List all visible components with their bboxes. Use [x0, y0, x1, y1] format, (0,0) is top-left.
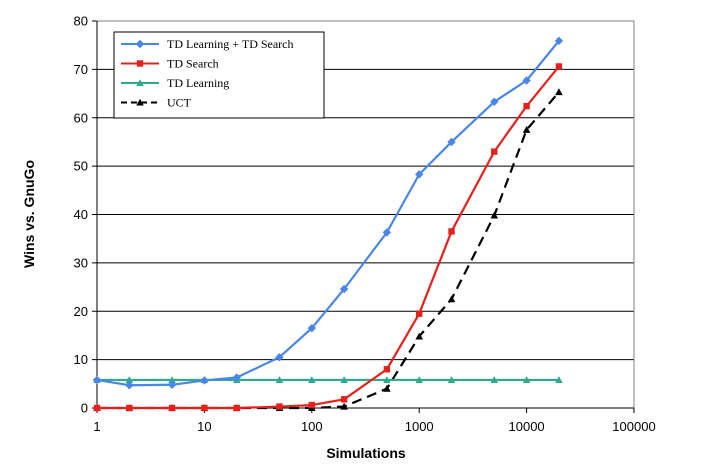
data-point: [308, 401, 315, 409]
series-uct: [93, 88, 563, 412]
x-tick-label: 10000: [509, 419, 545, 434]
x-tick-label: 100000: [612, 419, 655, 434]
data-point: [383, 366, 391, 373]
legend-box: [113, 31, 325, 119]
data-point: [447, 137, 456, 147]
data-point: [93, 404, 101, 412]
y-tick-label: 60: [74, 110, 88, 125]
data-point: [416, 310, 423, 317]
y-tick-label: 0: [81, 401, 88, 416]
y-tick-label: 80: [74, 14, 88, 29]
legend-marker: [136, 98, 144, 106]
y-tick-label: 50: [74, 159, 88, 174]
data-point: [447, 376, 456, 383]
data-point: [448, 228, 455, 235]
data-point: [522, 376, 531, 383]
data-point: [490, 211, 499, 219]
legend-item-td-search: TD Search: [121, 57, 219, 71]
data-point: [167, 380, 177, 389]
data-point: [490, 376, 499, 383]
data-point: [383, 376, 391, 383]
data-point: [554, 36, 564, 46]
legend-label: TD Search: [167, 57, 219, 71]
data-point: [308, 376, 316, 383]
legend: TD Learning + TD Search TD Search TD Learn…: [113, 31, 325, 119]
legend-label: TD Learning: [167, 76, 229, 90]
data-point: [490, 97, 499, 106]
data-point: [415, 376, 423, 383]
data-point: [168, 376, 176, 383]
legend-item-uct: UCT: [121, 96, 192, 110]
data-point: [383, 384, 391, 392]
data-point: [201, 404, 208, 412]
data-point: [491, 148, 498, 155]
legend-marker: [136, 60, 144, 67]
data-point: [522, 126, 531, 133]
legend-label: UCT: [167, 96, 192, 110]
legend-marker: [135, 39, 145, 49]
series-line: [96, 40, 560, 387]
data-point: [200, 376, 209, 385]
y-tick-label: 10: [74, 352, 88, 367]
y-tick-label: 30: [74, 255, 88, 270]
series-td-learning: [93, 376, 563, 383]
data-point: [522, 76, 531, 85]
data-point: [339, 284, 349, 294]
data-point: [340, 376, 348, 383]
data-point: [168, 404, 176, 412]
x-tick-label: 1: [93, 419, 100, 434]
data-point: [340, 402, 348, 410]
y-axis-title: Wins vs. GnuGo: [21, 160, 37, 268]
x-tick-label: 10: [197, 419, 211, 434]
series-td-search: [93, 63, 563, 412]
data-point: [555, 63, 563, 70]
y-tick-label: 40: [74, 207, 88, 222]
data-point: [447, 295, 456, 303]
data-point: [523, 102, 530, 110]
data-point: [232, 373, 241, 382]
series-layer: [92, 36, 564, 412]
data-point: [275, 376, 284, 383]
legend-item-td-learning: TD Learning: [121, 76, 229, 90]
legend-label: TD Learning + TD Search: [167, 37, 294, 51]
data-point: [125, 376, 134, 383]
axes: 0 10 20 30 40 50 60 70 80 1 10 100 1000 10000 100000: [74, 14, 656, 435]
y-tick-label: 20: [74, 304, 88, 319]
legend-item-td-learning-td-search: TD Learning + TD Search: [121, 37, 294, 51]
data-point: [307, 323, 316, 333]
data-point: [415, 332, 423, 340]
data-point: [233, 404, 240, 412]
data-point: [555, 88, 563, 96]
data-point: [125, 381, 134, 390]
data-point: [415, 170, 424, 179]
y-tick-label: 70: [74, 62, 88, 77]
data-point: [92, 375, 102, 385]
x-axis-title: Simulations: [326, 445, 406, 461]
data-point: [340, 396, 348, 403]
data-point: [382, 228, 392, 237]
data-point: [126, 404, 133, 412]
series-line: [97, 91, 560, 410]
x-tick-label: 100: [301, 419, 323, 434]
data-point: [275, 353, 284, 362]
legend-marker: [136, 79, 144, 87]
data-point: [276, 403, 283, 410]
series-line: [97, 65, 560, 410]
series-td-learning-td-search: [92, 36, 564, 390]
x-tick-label: 1000: [405, 419, 434, 434]
data-point: [555, 376, 563, 383]
